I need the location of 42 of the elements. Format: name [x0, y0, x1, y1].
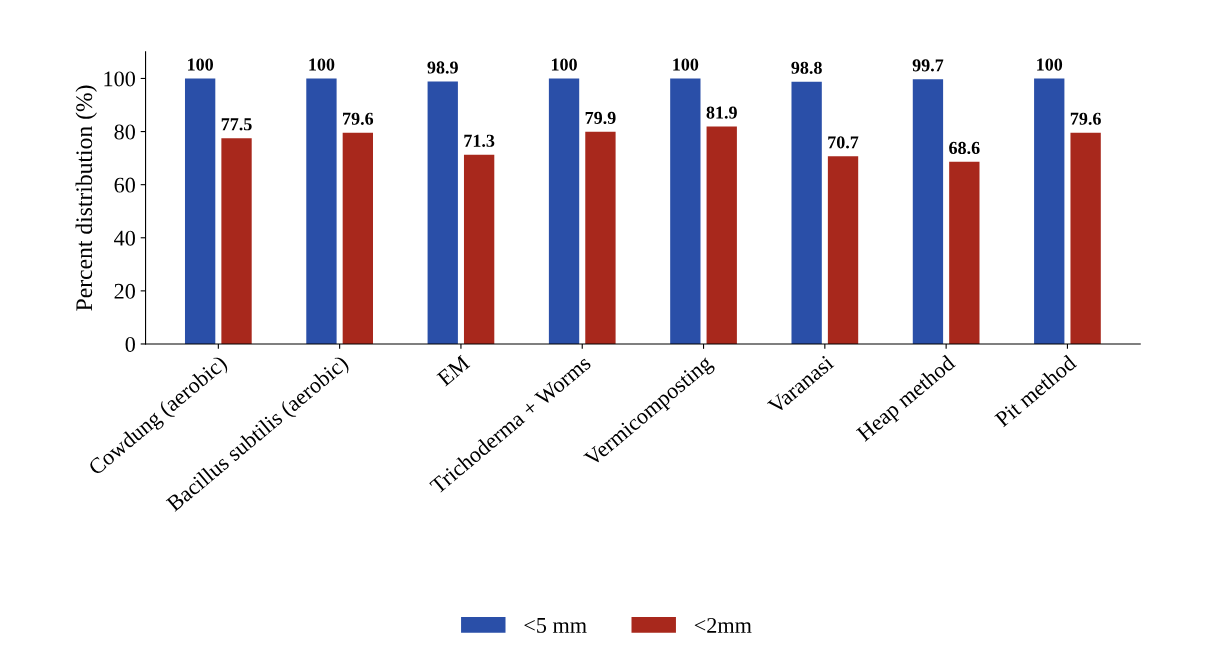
data-label: 70.7 — [828, 136, 859, 149]
data-label: 100 — [673, 58, 699, 71]
data-label: 68.6 — [949, 141, 980, 155]
data-label: 79.6 — [343, 112, 374, 125]
bar — [463, 154, 495, 344]
bar — [670, 78, 701, 344]
data-label: 77.5 — [221, 118, 252, 131]
legend-label: <5 mm — [524, 618, 587, 633]
bar — [827, 156, 859, 344]
bar — [791, 81, 822, 344]
bar — [949, 161, 980, 344]
y-axis-title: Percent distribution (%) — [75, 85, 97, 311]
data-label: 79.6 — [1070, 112, 1101, 125]
y-tick-label: 20 — [114, 283, 135, 299]
data-label: 98.8 — [791, 61, 822, 74]
bar — [1034, 78, 1065, 344]
bar — [427, 81, 458, 344]
bar — [221, 138, 252, 344]
data-label: 100 — [188, 58, 213, 71]
bar — [706, 126, 737, 344]
x-tick-label: EM — [436, 354, 471, 387]
y-tick-label: 80 — [114, 124, 135, 140]
bar — [184, 78, 216, 344]
data-label: 71.3 — [464, 134, 495, 147]
bar — [912, 79, 944, 344]
data-label: 81.9 — [706, 106, 737, 119]
bar — [306, 78, 337, 344]
data-label: 100 — [309, 58, 335, 71]
data-label: 100 — [551, 58, 577, 71]
y-tick-label: 0 — [125, 336, 135, 352]
bar — [1070, 132, 1101, 344]
data-label: 100 — [1037, 58, 1063, 71]
data-label: 99.7 — [912, 59, 944, 72]
data-label: 98.9 — [427, 61, 458, 74]
legend-label: <2mm — [694, 617, 752, 633]
data-label: 79.9 — [585, 111, 616, 125]
bar — [342, 132, 373, 344]
y-tick-label: 60 — [114, 177, 135, 193]
y-tick-label: 40 — [114, 230, 135, 246]
bar — [548, 78, 580, 344]
y-tick-label: 100 — [104, 71, 135, 87]
bar — [585, 131, 616, 344]
